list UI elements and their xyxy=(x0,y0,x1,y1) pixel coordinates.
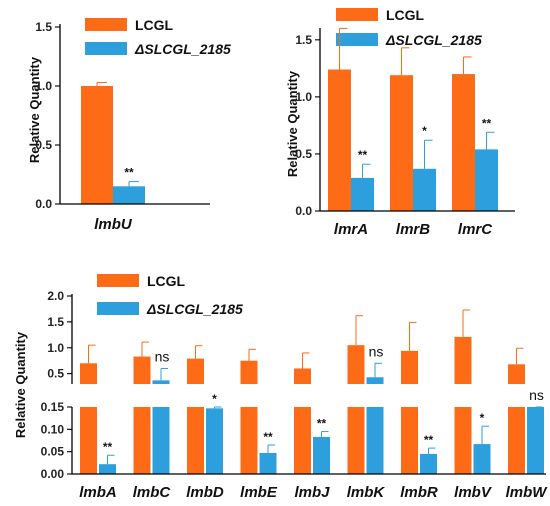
bar-upper-lcgl-lmbj xyxy=(294,368,311,384)
bar--slcgl-2185-lmbu xyxy=(113,186,145,204)
y-axis-label: Relative Quantity xyxy=(285,70,300,177)
bar-upper-lcgl-lmbr xyxy=(401,350,418,384)
y-tick-label: 0.5 xyxy=(35,138,52,152)
y-tick-label: 2.0 xyxy=(47,289,64,303)
y-tick-label: 1.0 xyxy=(295,90,312,104)
bar-upper-lcgl-lmbk xyxy=(347,345,365,384)
significance-label: * xyxy=(480,411,485,425)
bar--slcgl-2185-lmra xyxy=(351,177,374,211)
bar--slcgl-2185-lmbv xyxy=(473,444,491,474)
category-label-lmbd: lmbD xyxy=(186,484,224,501)
bar-lower-lcgl-lmba xyxy=(80,407,97,474)
y-tick-label: 1.5 xyxy=(47,315,64,329)
bar--slcgl-2185-lmbd xyxy=(206,408,223,474)
bar--slcgl-2185-lmrc xyxy=(475,149,498,211)
significance-label: ns xyxy=(369,343,384,359)
y-tick-label: 0.15 xyxy=(41,400,65,414)
bar--slcgl-2185-lmba xyxy=(99,464,116,474)
legend-swatch-lcgl xyxy=(97,274,139,287)
category-label-lmba: lmbA xyxy=(79,484,117,501)
bar-lower-lcgl-lmbk xyxy=(347,407,365,474)
bar-lower--slcgl-2185-lmbc xyxy=(152,407,170,474)
bar-lcgl-lmrc xyxy=(452,74,475,211)
significance-label: ** xyxy=(424,433,434,447)
category-label-lmbe: lmbE xyxy=(240,484,278,501)
category-label-lmbu: lmbU xyxy=(94,216,133,233)
y-tick-label: 0.5 xyxy=(47,367,64,381)
y-axis-label: Relative Quantity xyxy=(13,331,28,438)
bar-upper-lcgl-lmbe xyxy=(240,360,258,384)
y-tick-label: 0.00 xyxy=(41,467,65,481)
bar-upper-lcgl-lmbd xyxy=(187,358,204,384)
y-tick-label: 1.0 xyxy=(35,79,52,93)
significance-label: ** xyxy=(103,440,113,454)
y-tick-label: 0.05 xyxy=(41,445,65,459)
legend-label-mutant: ΔSLCGL_2185 xyxy=(385,32,482,48)
significance-label: ** xyxy=(124,166,134,180)
legend-swatch-lcgl xyxy=(85,18,127,31)
legend-swatch-lcgl xyxy=(336,8,378,21)
bar--slcgl-2185-lmbr xyxy=(420,453,437,474)
significance-label: ** xyxy=(358,148,368,162)
y-tick-label: 1.5 xyxy=(35,20,52,34)
bar-upper--slcgl-2185-lmbc xyxy=(152,380,170,384)
bar-upper-lcgl-lmbw xyxy=(508,364,525,384)
bar-lower-lcgl-lmbe xyxy=(240,407,258,474)
category-label-lmbw: lmbW xyxy=(506,484,549,501)
bar-lcgl-lmrb xyxy=(390,75,413,211)
bar-lower--slcgl-2185-lmbk xyxy=(366,407,384,474)
legend-label-mutant: ΔSLCGL_2185 xyxy=(146,301,243,317)
significance-label: ** xyxy=(317,417,327,431)
category-label-lmrb: lmrB xyxy=(396,221,430,238)
bar--slcgl-2185-lmbe xyxy=(259,453,277,474)
y-tick-label: 0.0 xyxy=(295,204,312,218)
bar-upper-lcgl-lmbc xyxy=(133,356,151,384)
y-tick-label: 1.0 xyxy=(47,341,64,355)
legend-label-mutant: ΔSLCGL_2185 xyxy=(134,41,231,57)
bar--slcgl-2185-lmrb xyxy=(413,168,436,211)
bar-lower-lcgl-lmbj xyxy=(294,407,311,474)
legend-label-lcgl: LCGL xyxy=(147,273,186,289)
significance-label: ns xyxy=(529,387,544,403)
category-label-lmbv: lmbV xyxy=(454,484,493,501)
bar-lower-lcgl-lmbc xyxy=(133,407,151,474)
legend-swatch-mutant xyxy=(97,302,139,315)
category-label-lmbr: lmbR xyxy=(400,484,438,501)
category-label-lmrc: lmrC xyxy=(458,221,493,238)
bar-upper--slcgl-2185-lmbk xyxy=(366,377,384,384)
legend-label-lcgl: LCGL xyxy=(386,7,425,23)
category-label-lmra: lmrA xyxy=(334,221,368,238)
y-axis-label: Relative Quantity xyxy=(27,56,42,163)
bar-lower-lcgl-lmbd xyxy=(187,407,204,474)
bar-lower--slcgl-2185-lmbw xyxy=(527,407,544,474)
significance-label: ** xyxy=(263,430,273,444)
significance-label: * xyxy=(422,124,427,138)
y-tick-label: 0.5 xyxy=(295,147,312,161)
significance-label: ns xyxy=(155,348,170,364)
bar-lower-lcgl-lmbv xyxy=(454,407,472,474)
significance-label: ** xyxy=(482,116,492,130)
chart-lmbU: Relative Quantity LCGL ΔSLCGL_2185 0.0 0.… xyxy=(27,17,231,233)
bar--slcgl-2185-lmbj xyxy=(313,436,330,474)
chart-lmb: Relative Quantity LCGL ΔSLCGL_2185 0.5 1.… xyxy=(13,273,548,501)
legend-label-lcgl: LCGL xyxy=(135,17,174,33)
bar-upper-lcgl-lmba xyxy=(80,363,97,384)
legend-swatch-mutant xyxy=(85,42,127,55)
category-label-lmbk: lmbK xyxy=(347,484,386,501)
significance-label: * xyxy=(212,392,217,406)
y-tick-label: 1.5 xyxy=(295,33,312,47)
legend-swatch-mutant xyxy=(336,33,378,46)
y-tick-label: 0.10 xyxy=(41,422,65,436)
category-label-lmbc: lmbC xyxy=(133,484,172,501)
bar-upper-lcgl-lmbv xyxy=(454,336,472,384)
chart-lmr: Relative Quantity LCGL ΔSLCGL_2185 0.0 0.… xyxy=(285,7,515,238)
bar-lcgl-lmra xyxy=(328,69,351,212)
category-label-lmbj: lmbJ xyxy=(294,484,330,501)
y-tick-label: 0.0 xyxy=(35,197,52,211)
bar-lcgl-lmbu xyxy=(81,86,113,204)
bar-lower-lcgl-lmbw xyxy=(508,407,525,474)
bar-lower-lcgl-lmbr xyxy=(401,407,418,474)
